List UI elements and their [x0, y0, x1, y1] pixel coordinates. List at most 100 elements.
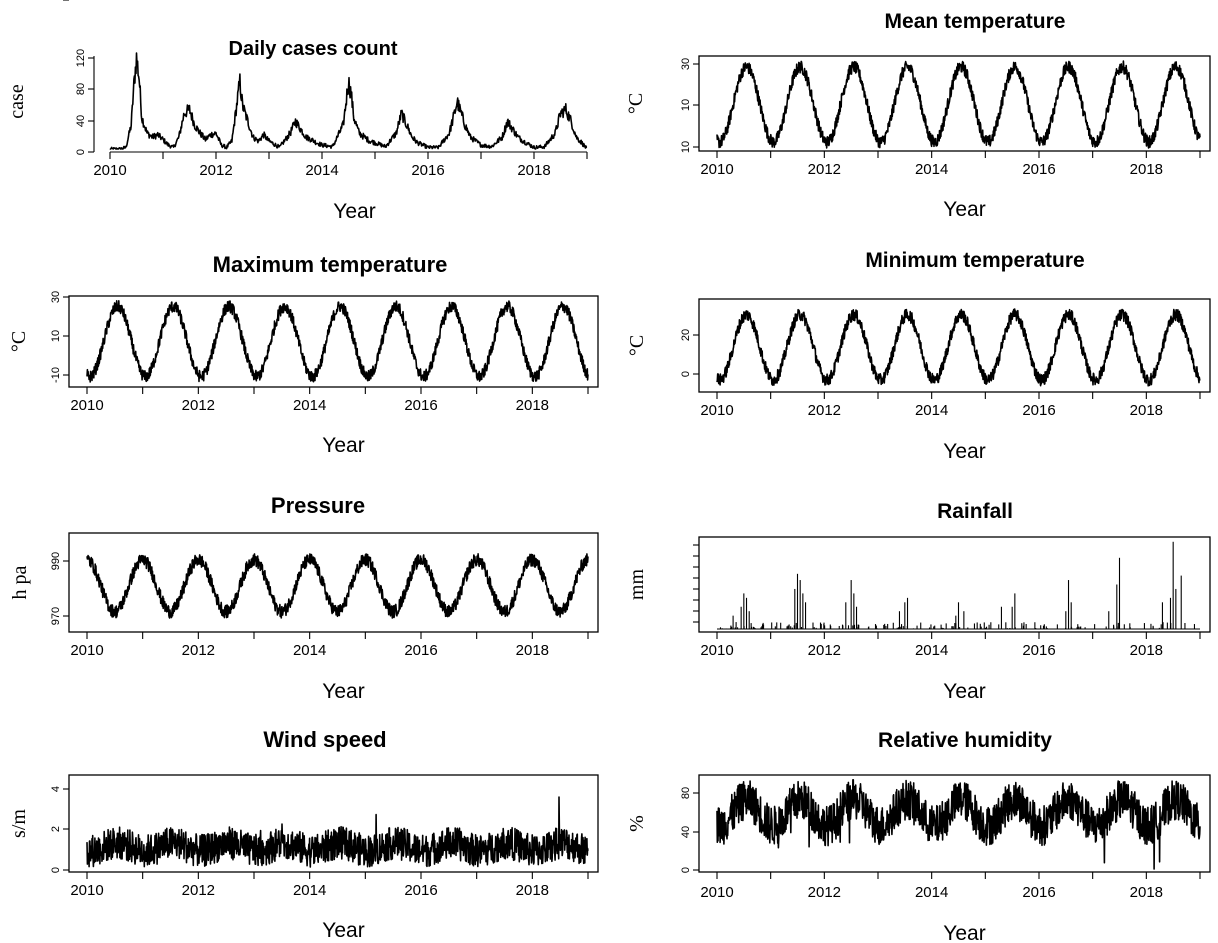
x-tick-label: 2012: [182, 642, 215, 659]
x-axis-label: Year: [333, 200, 375, 223]
x-axis-label: Year: [943, 680, 985, 703]
x-tick-label: 2014: [293, 882, 326, 899]
y-axis-label: case: [6, 84, 28, 119]
panel-3: Maximum temperature 2010 2012 2014 2016 2018 -…: [8, 252, 599, 457]
series-line: [716, 60, 1201, 149]
x-tick-label: 2010: [70, 642, 103, 659]
panel-4: Minimum temperature 2010 2012 2014 2016 2018 0…: [626, 249, 1211, 463]
plot-frame: [698, 774, 1211, 873]
x-axis-label: Year: [943, 440, 985, 463]
panel-7: Wind speed 2010 2012 2014 2016 2018 0 2 4 6 Year s/…: [8, 0, 599, 942]
x-tick-label: 2018: [1130, 884, 1163, 901]
series-line: [716, 779, 1201, 870]
x-tick-label: 2016: [1022, 884, 1055, 901]
panel-title: Maximum temperature: [213, 252, 448, 277]
y-tick-label: 0: [680, 867, 692, 873]
y-tick-label: 20: [680, 329, 692, 341]
y-tick-label: 990: [50, 552, 62, 570]
y-axis-label: %: [626, 815, 648, 832]
x-axis-label: Year: [322, 434, 364, 457]
x-tick-label: 2010: [70, 397, 103, 414]
y-tick-label: 4: [50, 786, 62, 792]
x-tick-label: 2012: [808, 161, 841, 178]
y-tick-label: 80: [680, 787, 692, 799]
y-tick-label: 10: [50, 330, 62, 342]
y-tick-label: -10: [50, 367, 62, 383]
panel-1: Daily cases count 2010 2012 2014 2016 2018 0 40…: [6, 38, 588, 223]
y-tick-label: 2: [50, 826, 62, 832]
x-tick-label: 2018: [517, 162, 550, 179]
y-tick-label: 0: [50, 867, 62, 873]
x-tick-label: 2018: [1130, 402, 1163, 419]
x-tick-label: 2010: [93, 162, 126, 179]
panel-5: Pressure 2010 2012 2014 2016 2018 970 990 Year h …: [9, 493, 599, 703]
y-axis-label: °C: [626, 335, 648, 356]
panel-2: Mean temperature 2010 2012 2014 2016 2018 10 10…: [625, 10, 1211, 221]
series-line: [109, 52, 588, 150]
y-tick-label: 10: [680, 141, 692, 153]
y-tick-label: 0: [680, 371, 692, 377]
x-tick-label: 2016: [1022, 402, 1055, 419]
y-tick-label: 10: [680, 99, 692, 111]
x-tick-label: 2012: [808, 884, 841, 901]
x-tick-label: 2018: [516, 642, 549, 659]
x-tick-label: 2014: [915, 642, 948, 659]
y-tick-label: 30: [680, 58, 692, 70]
x-tick-label: 2012: [808, 402, 841, 419]
plot-frame: [68, 774, 599, 873]
panel-8: Relative humidity 2010 2012 2014 2016 2018 0 40…: [626, 729, 1211, 943]
x-axis-label: Year: [322, 919, 364, 942]
series-line: [716, 308, 1201, 387]
x-tick-label: 2010: [700, 402, 733, 419]
plot-frame: [698, 55, 1211, 152]
x-tick-label: 2014: [305, 162, 338, 179]
series-line: [86, 300, 589, 383]
plot-frame: [698, 536, 1211, 633]
y-axis-label: mm: [626, 569, 648, 601]
panel-title: Wind speed: [263, 727, 386, 752]
y-tick-label: 40: [680, 826, 692, 838]
x-tick-label: 2016: [404, 397, 437, 414]
x-tick-label: 2014: [915, 402, 948, 419]
plot-frame: [68, 295, 599, 388]
x-tick-label: 2016: [404, 642, 437, 659]
y-tick-label: 6: [56, 0, 62, 3]
panel-title: Mean temperature: [885, 10, 1066, 33]
panel-title: Minimum temperature: [865, 249, 1084, 272]
x-tick-label: 2018: [1130, 642, 1163, 659]
x-tick-label: 2012: [182, 882, 215, 899]
y-tick-label: 40: [75, 115, 87, 127]
y-tick-label: 120: [75, 49, 87, 67]
panel-title: Relative humidity: [878, 729, 1052, 752]
x-tick-label: 2014: [293, 642, 326, 659]
x-tick-label: 2016: [1022, 161, 1055, 178]
y-tick-label: 0: [75, 149, 87, 155]
x-tick-label: 2014: [915, 884, 948, 901]
x-tick-label: 2016: [404, 882, 437, 899]
y-axis-label: h pa: [9, 565, 31, 599]
x-tick-label: 2010: [700, 642, 733, 659]
y-tick-label: 970: [50, 607, 62, 625]
x-tick-label: 2012: [808, 642, 841, 659]
y-axis-label: °C: [625, 93, 647, 114]
y-tick-label: 80: [75, 83, 87, 95]
panel-title: Daily cases count: [229, 38, 398, 60]
y-tick-label: 30: [50, 291, 62, 303]
x-tick-label: 2014: [915, 161, 948, 178]
x-tick-label: 2012: [199, 162, 232, 179]
plot-frame: [68, 532, 599, 633]
plot-frame: [698, 298, 1211, 393]
x-axis-label: Year: [322, 680, 364, 703]
x-axis-label: Year: [943, 922, 985, 943]
panel-title: Pressure: [271, 493, 365, 518]
y-axis-label: °C: [8, 331, 30, 352]
panel-title: Rainfall: [937, 500, 1013, 523]
y-axis-label: s/m: [8, 809, 30, 838]
series-line: [86, 796, 589, 868]
series-line: [86, 553, 589, 619]
x-tick-label: 2014: [293, 397, 326, 414]
panel-6: Rainfall 2010 2012 2014 2016 2018 Year mm: [626, 500, 1211, 703]
x-tick-label: 2018: [1130, 161, 1163, 178]
